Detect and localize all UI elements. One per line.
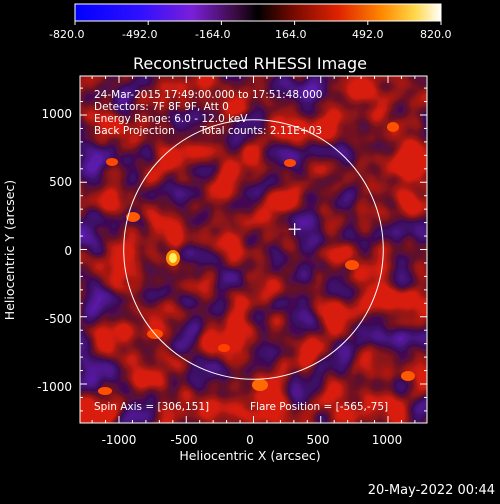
colorbar-label-4: 492.0 xyxy=(352,28,384,41)
spin-axis-marker xyxy=(288,223,301,236)
y-tick-label-0: 1000 xyxy=(41,107,72,121)
x-tick-label-0: -1000 xyxy=(102,433,137,447)
timestamp: 20-May-2022 00:44 xyxy=(368,483,495,498)
info-spin-axis: Spin Axis = [306,151] xyxy=(94,401,209,413)
x-tick-label-4: 1000 xyxy=(372,433,403,447)
axis-ticks xyxy=(80,76,427,423)
colorbar-label-1: -492.0 xyxy=(122,28,157,41)
info-method: Back Projection xyxy=(94,125,175,137)
x-tick-label-3: 500 xyxy=(307,433,330,447)
info-total-counts: Total counts: 2.11E+03 xyxy=(199,125,322,137)
hotspots xyxy=(98,122,415,395)
colorbar xyxy=(74,3,442,22)
colorbar-label-5: 820.0 xyxy=(420,28,452,41)
x-tick-label-2: 0 xyxy=(246,433,254,447)
colorbar-label-3: 164.0 xyxy=(275,28,307,41)
colorbar-ticks xyxy=(74,21,442,25)
info-detectors: Detectors: 7F 8F 9F, Att 0 xyxy=(94,101,229,113)
info-flare-position: Flare Position = [-565,-75] xyxy=(250,401,388,413)
x-tick-label-1: -500 xyxy=(170,433,197,447)
y-tick-label-4: -1000 xyxy=(37,380,72,394)
info-time-range: 24-Mar-2015 17:49:00.000 to 17:51:48.000 xyxy=(94,89,322,101)
y-tick-label-3: -500 xyxy=(45,312,72,326)
solar-limb-circle xyxy=(123,119,384,380)
observation-info: 24-Mar-2015 17:49:00.000 to 17:51:48.000… xyxy=(94,89,388,413)
y-tick-label-1: 500 xyxy=(49,175,72,189)
y-axis-label: Heliocentric Y (arcsec) xyxy=(2,180,17,320)
colorbar-label-0: -820.0 xyxy=(49,28,84,41)
colorbar-label-2: -164.0 xyxy=(195,28,230,41)
x-axis-label: Heliocentric X (arcsec) xyxy=(179,448,320,463)
plot-title: Reconstructed RHESSI Image xyxy=(133,54,367,73)
info-energy-range: Energy Range: 6.0 - 12.0 keV xyxy=(94,113,248,125)
rhessi-image xyxy=(80,76,427,423)
y-tick-label-2: 0 xyxy=(64,244,72,258)
